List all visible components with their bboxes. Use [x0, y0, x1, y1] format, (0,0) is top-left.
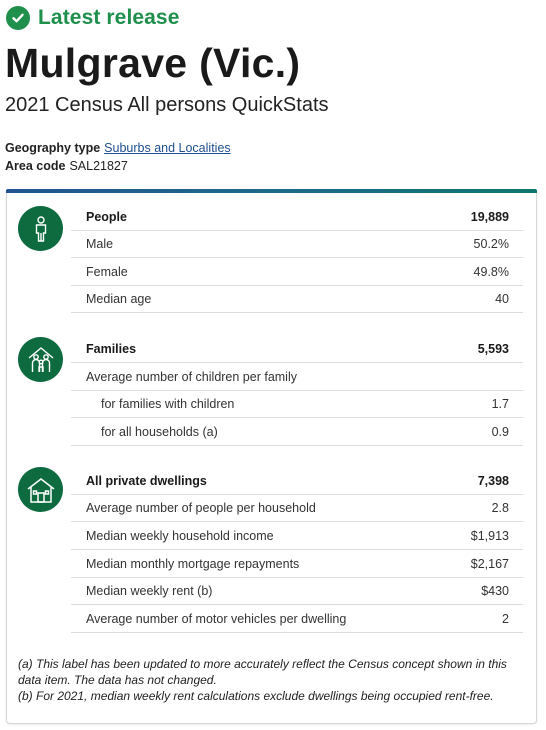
table-row: Female 49.8%: [71, 259, 523, 286]
row-value: 7,398: [477, 474, 509, 488]
row-label: Average number of motor vehicles per dwe…: [86, 612, 347, 626]
row-value: 19,889: [470, 210, 509, 224]
table-row: Average number of people per household 2…: [71, 495, 523, 522]
row-value: 0.9: [491, 425, 509, 439]
row-value: $2,167: [470, 557, 509, 571]
table-row: Median weekly household income $1,913: [71, 523, 523, 550]
table-row: Median age 40: [71, 286, 523, 313]
table-row: Average number of children per family: [71, 364, 523, 391]
footnote-b: (b) For 2021, median weekly rent calcula…: [18, 689, 494, 703]
page-title: Mulgrave (Vic.): [5, 40, 301, 86]
row-value: 40: [495, 292, 509, 306]
row-label: Female: [86, 265, 128, 279]
area-code-label: Area code: [5, 159, 66, 173]
row-label: People: [86, 210, 127, 224]
area-code-value: SAL21827: [69, 159, 128, 173]
table-row: People 19,889: [71, 204, 523, 231]
latest-release-badge: Latest release: [6, 6, 180, 30]
table-row: Median weekly rent (b) $430: [71, 578, 523, 605]
row-label: Average number of people per household: [86, 501, 316, 515]
footnote-a: (a) This label has been updated to more …: [18, 657, 507, 687]
row-value: 5,593: [477, 342, 509, 356]
row-label: for families with children: [101, 397, 235, 411]
family-icon: [18, 337, 63, 382]
row-label: Median weekly rent (b): [86, 584, 213, 598]
row-label: Median monthly mortgage repayments: [86, 557, 300, 571]
footnotes: (a) This label has been updated to more …: [18, 656, 528, 704]
row-label: All private dwellings: [86, 474, 207, 488]
row-value: 2.8: [491, 501, 509, 515]
row-value: 50.2%: [473, 237, 509, 251]
row-label: Average number of children per family: [86, 370, 297, 384]
quickstats-card: [6, 190, 537, 724]
table-row: All private dwellings 7,398: [71, 468, 523, 495]
table-row: Male 50.2%: [71, 231, 523, 258]
row-value: 49.8%: [473, 265, 509, 279]
table-row: for families with children 1.7: [71, 391, 523, 418]
row-label: for all households (a): [101, 425, 218, 439]
row-value: $430: [481, 584, 509, 598]
page-subtitle: 2021 Census All persons QuickStats: [5, 94, 329, 116]
row-label: Families: [86, 342, 137, 356]
row-value: 2: [502, 612, 509, 626]
table-row: for all households (a) 0.9: [71, 419, 523, 446]
geography-type-link[interactable]: Suburbs and Localities: [104, 141, 231, 155]
table-row: Families 5,593: [71, 336, 523, 363]
area-code: Area code SAL21827: [5, 159, 128, 173]
row-value: $1,913: [470, 529, 509, 543]
row-label: Median age: [86, 292, 152, 306]
geography-type: Geography type Suburbs and Localities: [5, 141, 231, 155]
table-row: Average number of motor vehicles per dwe…: [71, 606, 523, 633]
house-icon: [18, 467, 63, 512]
latest-release-label: Latest release: [38, 6, 180, 29]
table-row: Median monthly mortgage repayments $2,16…: [71, 551, 523, 578]
row-value: 1.7: [491, 397, 509, 411]
geography-type-label: Geography type: [5, 141, 101, 155]
card-accent-bar: [6, 189, 537, 193]
row-label: Median weekly household income: [86, 529, 274, 543]
row-label: Male: [86, 237, 114, 251]
check-circle-icon: [6, 6, 30, 30]
person-icon: [18, 206, 63, 251]
